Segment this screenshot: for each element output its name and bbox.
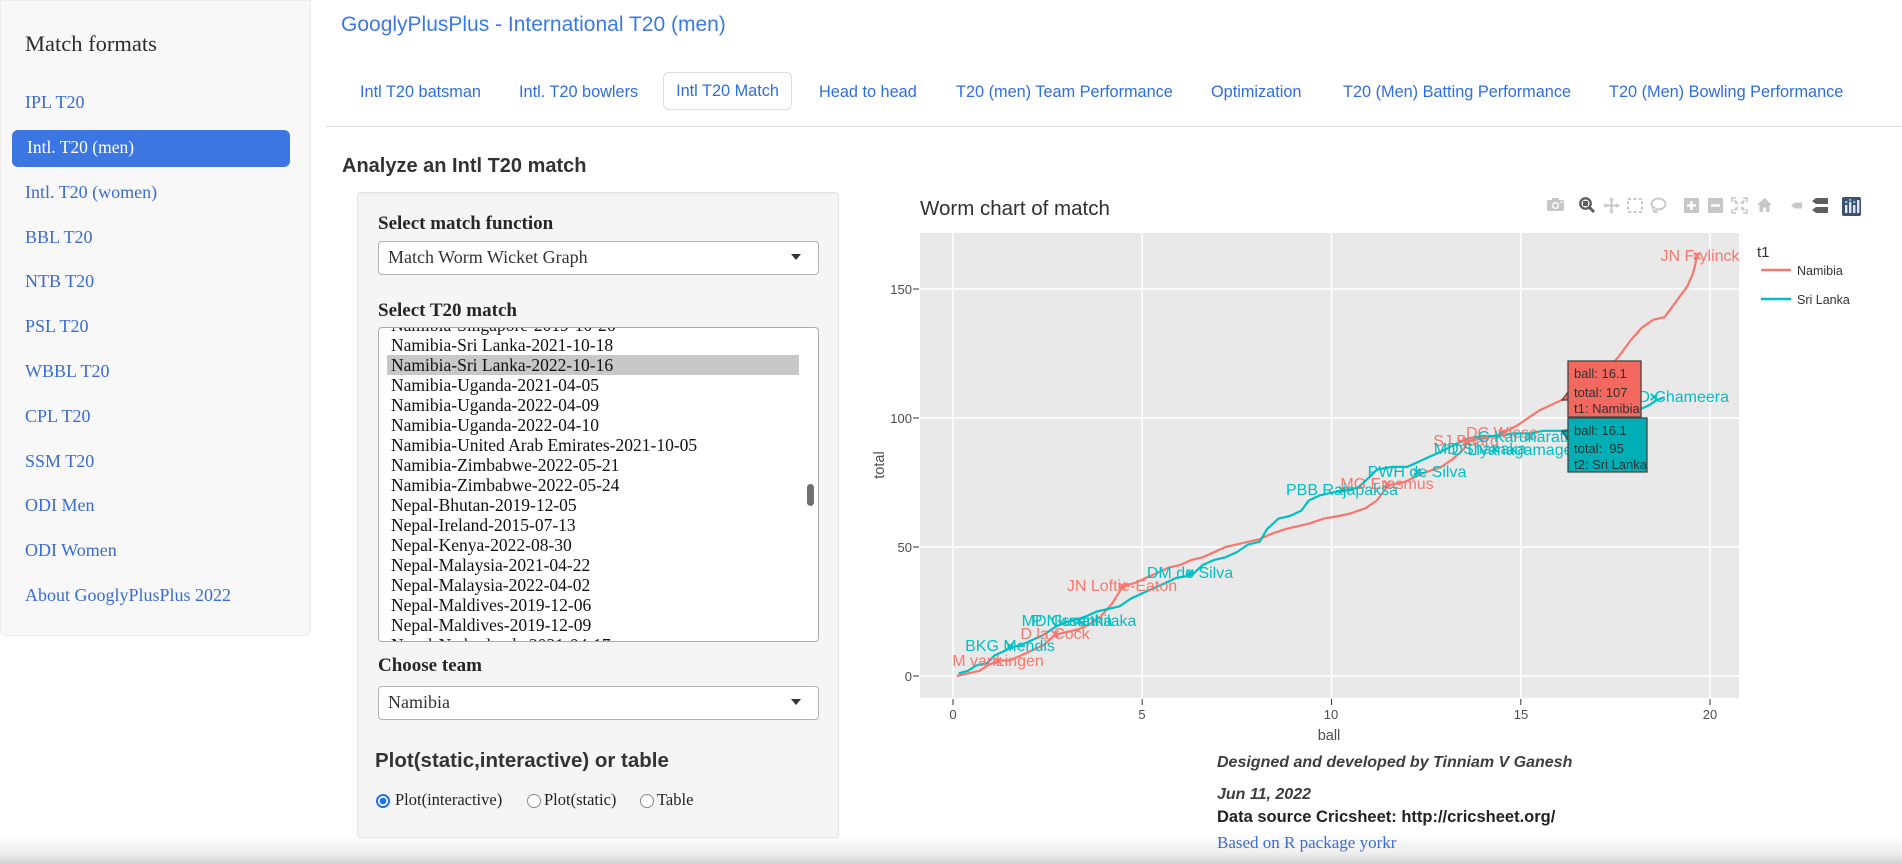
svg-text:MG Erasmus: MG Erasmus [1340,476,1433,493]
svg-text:M vanLingen: M vanLingen [952,653,1044,670]
svg-text:ball: 16.1: ball: 16.1 [1574,423,1627,438]
svg-text:total: total [872,451,888,478]
svg-text:D Liyanagamage: D Liyanagamage [1452,442,1573,459]
svg-text:Sri Lanka: Sri Lanka [1797,293,1850,307]
svg-text:MD Shanaka: MD Shanaka [1434,441,1527,458]
svg-text:10: 10 [1324,707,1338,722]
svg-text:150: 150 [890,282,912,297]
svg-text:DM de Silva: DM de Silva [1147,565,1233,582]
svg-text:100: 100 [890,411,912,426]
svg-text:ball: ball [1318,728,1341,744]
svg-text:SJ Baard: SJ Baard [1433,433,1499,450]
svg-text:t1: Namibia: t1: Namibia [1574,401,1641,416]
svg-text:Namibia: Namibia [1797,264,1843,278]
svg-text:JN Loftie-Eaton: JN Loftie-Eaton [1067,578,1177,595]
svg-text:PWH de Silva: PWH de Silva [1368,464,1467,481]
svg-text:total: 107: total: 107 [1574,385,1628,400]
svg-text:total: 95: total: 95 [1574,441,1624,456]
svg-text:t1: t1 [1757,244,1770,261]
svg-text:0: 0 [949,707,956,722]
svg-text:15: 15 [1514,707,1528,722]
svg-text:Worm chart of match: Worm chart of match [920,197,1110,220]
svg-text:MD Gunathilaka: MD Gunathilaka [1022,613,1137,630]
svg-text:0: 0 [905,669,912,684]
svg-text:20: 20 [1703,707,1717,722]
svg-text:PVD Chameera: PVD Chameera [1617,389,1729,406]
svg-text:BKG Mendis: BKG Mendis [965,638,1055,655]
svg-text:D la Cock: D la Cock [1020,626,1090,643]
svg-text:C Karunaratne: C Karunaratne [1478,429,1582,446]
svg-text:DC Wiese: DC Wiese [1466,425,1538,442]
svg-text:50: 50 [898,540,912,555]
svg-text:JN Frylinck: JN Frylinck [1660,248,1740,265]
svg-text:P Nissanka: P Nissanka [1032,613,1113,630]
svg-text:5: 5 [1138,707,1145,722]
svg-text:ball: 16.1: ball: 16.1 [1574,366,1627,381]
svg-text:PBB Rajapaksa: PBB Rajapaksa [1286,482,1398,499]
svg-text:t2: Sri Lanka: t2: Sri Lanka [1574,457,1648,472]
